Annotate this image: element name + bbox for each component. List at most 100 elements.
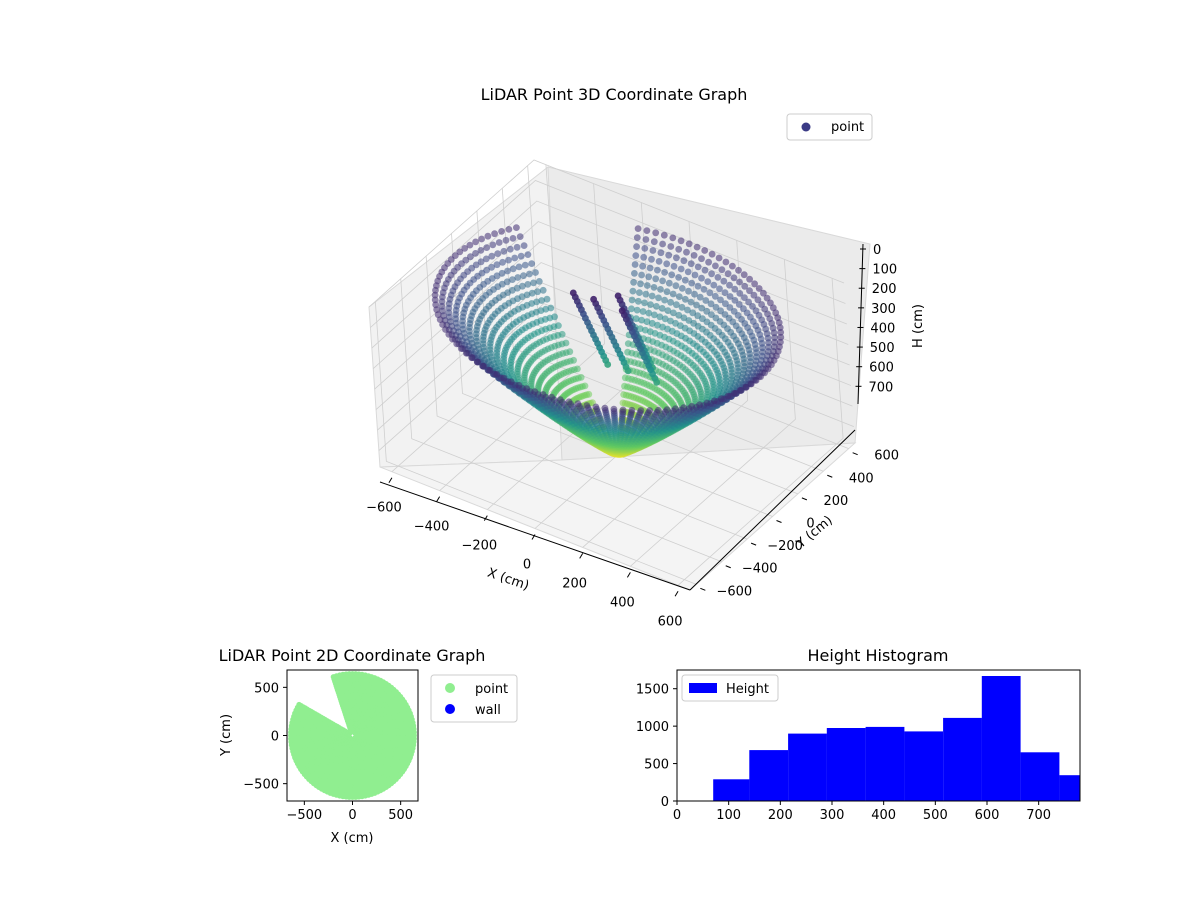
- point-3d: [681, 276, 689, 284]
- point-3d: [687, 260, 695, 268]
- point-3d: [661, 315, 669, 323]
- point-3d: [472, 250, 479, 257]
- point-3d: [693, 243, 701, 251]
- point-3d: [509, 235, 517, 242]
- point-3d: [702, 297, 710, 304]
- point-3d: [675, 245, 683, 253]
- point-3d: [741, 282, 749, 290]
- point-3d: [685, 240, 693, 248]
- point-3d: [641, 299, 648, 307]
- z-tick-label-3d: 600: [869, 361, 894, 376]
- point-3d: [614, 292, 622, 300]
- z-axis-label-3d: H (cm): [911, 304, 926, 348]
- point-3d: [746, 275, 753, 283]
- point-3d: [642, 290, 650, 298]
- point-3d: [691, 290, 698, 298]
- point-3d: [665, 251, 673, 259]
- point-3d: [528, 289, 536, 297]
- point-3d: [610, 405, 618, 413]
- point-3d: [718, 266, 726, 274]
- point-3d: [656, 313, 664, 321]
- point-3d: [493, 261, 501, 269]
- point-3d: [694, 282, 702, 290]
- point-3d: [583, 402, 591, 409]
- point-3d: [675, 274, 682, 281]
- point-3d: [556, 396, 564, 403]
- point-3d: [511, 254, 519, 262]
- point-3d: [760, 289, 767, 297]
- point-3d: [746, 287, 753, 295]
- z-tick-label-3d: 500: [870, 341, 895, 356]
- point-3d: [655, 406, 662, 414]
- point-3d: [494, 250, 502, 257]
- point-3d: [628, 305, 635, 313]
- point-3d: [505, 256, 512, 264]
- point-3d: [643, 318, 651, 325]
- point-3d: [636, 325, 644, 333]
- point-3d: [647, 301, 654, 308]
- point-3d: [722, 258, 730, 266]
- point-3d: [668, 271, 676, 279]
- point-3d: [717, 395, 725, 403]
- point-3d: [707, 300, 715, 308]
- point-3d: [736, 290, 744, 297]
- point-3d: [548, 393, 555, 401]
- point-3d: [724, 270, 732, 278]
- point-3d: [677, 237, 685, 245]
- point-3d: [633, 243, 640, 251]
- point-3d: [721, 289, 729, 296]
- point-3d: [652, 275, 660, 283]
- point-3d: [477, 258, 485, 266]
- point-3d: [495, 239, 503, 246]
- point-3d: [538, 297, 546, 304]
- point-3d: [513, 224, 520, 232]
- point-3d: [639, 262, 646, 270]
- point-3d: [650, 238, 658, 246]
- point-3d: [680, 314, 688, 322]
- point-3d: [730, 390, 738, 397]
- point-3d: [672, 282, 680, 290]
- point-3d: [654, 321, 661, 329]
- point-3d: [690, 252, 698, 259]
- point-3d: [650, 284, 658, 291]
- point-3d: [648, 255, 655, 263]
- point-3d: [646, 264, 654, 272]
- point-3d: [752, 377, 760, 384]
- point-3d: [706, 289, 714, 297]
- x-tick-label-3d: 400: [610, 595, 635, 610]
- point-3d: [731, 297, 739, 304]
- point-3d: [670, 262, 678, 270]
- point-3d: [652, 229, 660, 237]
- point-3d: [649, 247, 657, 254]
- point-3d: [675, 293, 683, 300]
- point-3d: [592, 403, 600, 411]
- point-3d: [474, 358, 481, 366]
- point-3d: [663, 260, 671, 268]
- point-3d: [638, 316, 645, 324]
- point-3d: [531, 388, 539, 395]
- point-3d: [667, 298, 674, 306]
- point-3d: [720, 277, 728, 285]
- point-3d: [438, 298, 446, 305]
- point-3d: [653, 303, 660, 310]
- point-3d: [672, 405, 679, 413]
- y-tick-label-3d: 600: [874, 449, 899, 464]
- point-3d: [675, 311, 683, 319]
- point-3d: [509, 276, 516, 283]
- point-3d: [509, 265, 517, 273]
- point-3d: [468, 354, 476, 362]
- point-3d: [657, 249, 665, 257]
- point-3d: [669, 234, 677, 242]
- point-3d: [637, 407, 645, 414]
- y-tick-label-3d: −200: [767, 539, 803, 554]
- point-3d: [763, 294, 771, 302]
- point-3d: [710, 281, 718, 289]
- point-3d: [517, 252, 525, 260]
- point-3d: [442, 326, 449, 333]
- point-3d: [710, 397, 718, 405]
- point-3d: [634, 225, 642, 233]
- point-3d: [754, 296, 762, 304]
- point-3d: [489, 241, 497, 249]
- point-3d: [449, 335, 456, 343]
